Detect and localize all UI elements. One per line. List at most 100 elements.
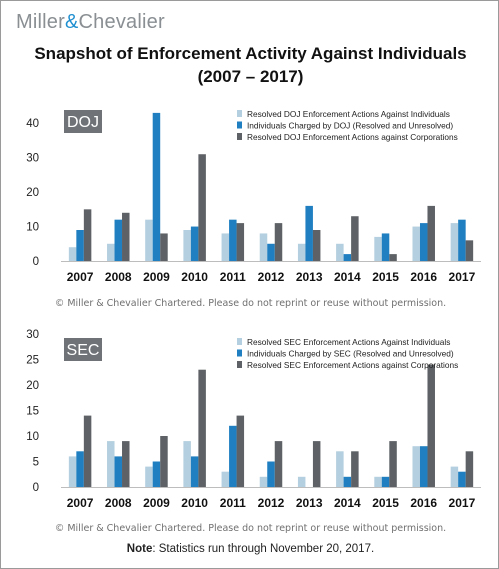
bar-series-3 xyxy=(427,205,435,261)
bar-series-2 xyxy=(267,243,275,261)
x-tick-label: 2007 xyxy=(67,270,94,284)
y-tick-label: 25 xyxy=(26,355,39,367)
y-tick-label: 5 xyxy=(33,457,39,469)
bar-series-2 xyxy=(76,230,84,261)
bar-series-1 xyxy=(259,476,268,487)
bar-series-1 xyxy=(145,219,153,261)
bar-series-1 xyxy=(374,236,382,261)
logo-text-right: Chevalier xyxy=(78,11,165,33)
x-tick-label: 2009 xyxy=(143,270,170,284)
sec-chart: 0 5 10 15 20 25 30 2007 2008 2009 2010 2011 2012 2013… xyxy=(26,329,481,510)
bar-series-3 xyxy=(465,451,474,487)
x-tick-label: 2017 xyxy=(449,270,476,284)
legend-swatch xyxy=(237,361,242,368)
bar-series-3 xyxy=(427,364,435,487)
bar-series-2 xyxy=(114,219,123,261)
bar-series-1 xyxy=(221,471,230,487)
x-tick-label: 2016 xyxy=(410,496,437,510)
bar-series-1 xyxy=(450,223,459,261)
y-tick-label: 20 xyxy=(26,187,39,199)
x-tick-label: 2009 xyxy=(143,496,170,510)
legend-swatch xyxy=(237,338,242,345)
bar-series-3 xyxy=(160,436,168,487)
bar-series-2 xyxy=(419,446,428,487)
bar-series-3 xyxy=(198,154,206,261)
y-tick-label: 20 xyxy=(26,380,39,392)
x-tick-label: 2011 xyxy=(220,496,246,510)
x-tick-label: 2008 xyxy=(105,270,132,284)
bar-series-2 xyxy=(76,451,84,487)
bar-series-3 xyxy=(351,451,359,487)
bar-series-3 xyxy=(236,223,245,261)
bar-series-2 xyxy=(458,219,466,261)
logo-ampersand: & xyxy=(64,11,79,33)
bar-series-3 xyxy=(274,223,283,261)
bar-series-2 xyxy=(343,476,352,487)
x-tick-label: 2014 xyxy=(334,496,361,510)
bar-series-3 xyxy=(274,441,283,487)
chart-title-line2: (2007 – 2017) xyxy=(197,67,304,86)
x-tick-label: 2015 xyxy=(372,270,399,284)
bar-series-2 xyxy=(114,456,123,487)
bar-series-2 xyxy=(381,233,390,261)
legend-swatch xyxy=(237,110,242,117)
legend-label: Resolved SEC Enforcement Actions against… xyxy=(247,360,458,370)
bar-series-1 xyxy=(374,476,382,487)
bar-series-2 xyxy=(343,254,352,261)
bar-series-3 xyxy=(83,415,92,487)
y-tick-label: 0 xyxy=(33,482,39,494)
bar-series-2 xyxy=(152,112,161,261)
x-tick-label: 2012 xyxy=(258,496,285,510)
bar-series-2 xyxy=(267,461,275,487)
bar-series-3 xyxy=(122,441,130,487)
legend-label: Resolved DOJ Enforcement Actions against… xyxy=(247,132,458,142)
bar-series-2 xyxy=(152,461,161,487)
y-tick-label: 40 xyxy=(26,118,39,130)
x-tick-label: 2007 xyxy=(67,496,94,510)
sec-copyright: © Miller & Chevalier Chartered. Please d… xyxy=(54,523,447,534)
bar-series-3 xyxy=(312,441,321,487)
x-tick-label: 2012 xyxy=(258,270,285,284)
bar-series-3 xyxy=(389,441,397,487)
y-tick-label: 10 xyxy=(26,222,39,234)
y-tick-label: 15 xyxy=(26,406,39,418)
bar-series-1 xyxy=(183,441,191,487)
bar-series-1 xyxy=(450,466,459,487)
logo-text-left: Miller xyxy=(16,11,65,33)
legend-swatch xyxy=(237,133,242,140)
bar-series-3 xyxy=(312,230,321,261)
bar-series-2 xyxy=(381,476,390,487)
bar-series-3 xyxy=(83,209,92,261)
panel-label-badge xyxy=(64,110,102,133)
bar-series-2 xyxy=(305,205,313,261)
bar-series-2 xyxy=(190,226,199,261)
bar-series-1 xyxy=(297,476,306,487)
x-tick-label: 2017 xyxy=(449,496,476,510)
legend-label: Resolved DOJ Enforcement Actions Against… xyxy=(247,109,450,119)
doj-copyright: © Miller & Chevalier Chartered. Please d… xyxy=(54,298,447,309)
bar-series-1 xyxy=(336,451,344,487)
bar-series-1 xyxy=(412,226,420,261)
legend-label: Individuals Charged by DOJ (Resolved and… xyxy=(247,121,453,131)
doj-chart: 0 10 20 30 40 2007 2008 2009 2010 2011 2012 2013 201… xyxy=(26,109,481,284)
bar-series-1 xyxy=(412,446,420,487)
bar-series-1 xyxy=(68,247,77,261)
bar-series-3 xyxy=(160,233,168,261)
bar-series-1 xyxy=(259,233,268,261)
bar-series-3 xyxy=(236,415,245,487)
bar-series-1 xyxy=(221,233,230,261)
bar-series-2 xyxy=(458,471,466,487)
footnote-label: Note xyxy=(126,543,153,555)
chart-title-line1: Snapshot of Enforcement Activity Against… xyxy=(34,44,467,63)
x-tick-label: 2014 xyxy=(334,270,361,284)
panel-label: SEC xyxy=(67,342,100,359)
footnote: Note: Statistics run through November 20… xyxy=(1,543,499,555)
x-tick-label: 2010 xyxy=(181,270,208,284)
x-tick-label: 2016 xyxy=(410,270,437,284)
x-tick-label: 2010 xyxy=(181,496,208,510)
bar-series-3 xyxy=(351,216,359,261)
y-tick-label: 0 xyxy=(33,256,39,268)
legend-label: Individuals Charged by SEC (Resolved and… xyxy=(247,349,454,359)
bar-series-2 xyxy=(190,456,199,487)
